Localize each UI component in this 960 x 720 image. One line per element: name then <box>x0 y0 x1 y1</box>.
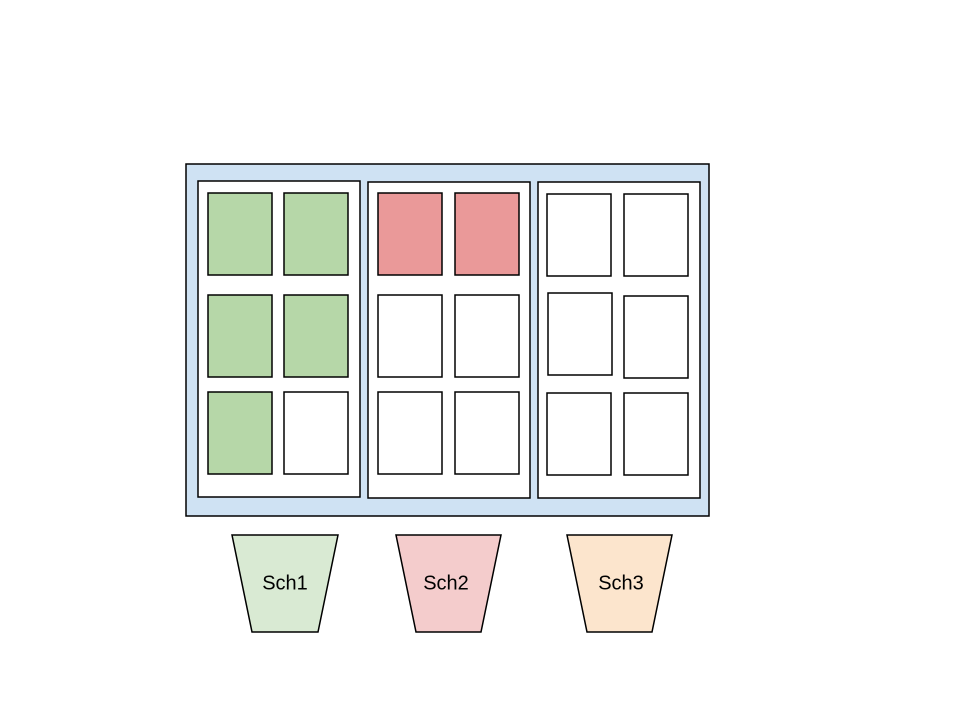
bucket-sch2-shape <box>395 534 502 633</box>
panel-2-slot-4 <box>454 294 520 378</box>
panel-2-slot-6 <box>454 391 520 475</box>
panel-1 <box>197 180 361 498</box>
bucket-sch2: Sch2 <box>395 534 502 633</box>
bucket-sch1-shape <box>231 534 339 633</box>
panel-1-slot-5 <box>207 391 273 475</box>
panel-3-slot-4 <box>623 295 689 379</box>
panel-2 <box>367 181 531 499</box>
bucket-sch3-label: Sch3 <box>598 572 644 594</box>
panel-2-slot-2 <box>454 192 520 276</box>
panel-2-slot-5 <box>377 391 443 475</box>
panel-2-slot-1 <box>377 192 443 276</box>
panel-3-slot-3 <box>547 292 613 376</box>
panel-1-slot-4 <box>283 294 349 378</box>
bucket-sch3-shape <box>566 534 673 633</box>
panel-3-slot-2 <box>623 193 689 277</box>
panel-3-slot-6 <box>623 392 689 476</box>
bucket-sch3: Sch3 <box>566 534 673 633</box>
bucket-sch1: Sch1 <box>231 534 339 633</box>
panel-3-slot-5 <box>546 392 612 476</box>
panel-2-slot-3 <box>377 294 443 378</box>
bucket-sch1-label: Sch1 <box>262 572 308 594</box>
panel-1-slot-3 <box>207 294 273 378</box>
panel-1-slot-6 <box>283 391 349 475</box>
panel-3-slot-1 <box>546 193 612 277</box>
bucket-sch2-label: Sch2 <box>423 572 469 594</box>
panel-1-slot-2 <box>283 192 349 276</box>
panel-1-slot-1 <box>207 192 273 276</box>
panel-3 <box>537 181 701 499</box>
